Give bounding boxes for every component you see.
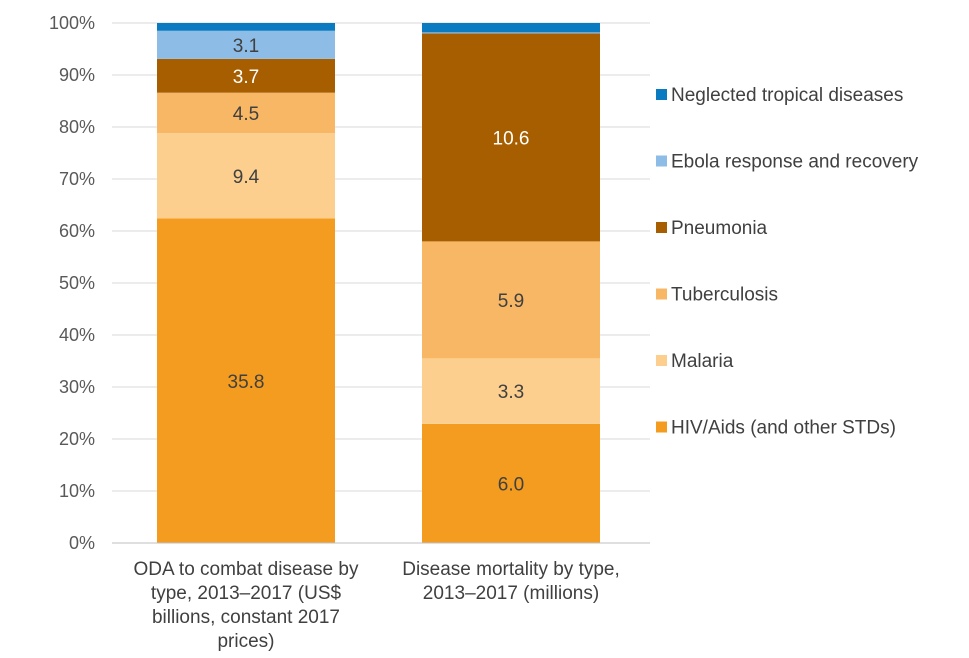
y-tick-label: 50% — [59, 273, 95, 293]
data-label: 6.0 — [498, 474, 524, 495]
x-axis-category-labels: ODA to combat disease by type, 2013–2017 … — [134, 559, 620, 652]
legend-swatch — [656, 355, 667, 366]
y-tick-label: 100% — [49, 13, 95, 33]
bars — [157, 23, 600, 543]
bar-segment — [422, 423, 600, 543]
legend-swatch — [656, 288, 667, 300]
bar-segment — [422, 358, 600, 424]
legend-swatch — [656, 421, 667, 433]
x-category-label: Disease mortality by type, — [402, 559, 620, 580]
y-axis-tick-labels: 0% 10% 20% 30% 40% 50% 60% 70% 80% 90% 100% — [49, 13, 95, 553]
y-tick-label: 10% — [59, 481, 95, 501]
data-label: 9.4 — [233, 167, 260, 188]
legend-swatch — [656, 222, 667, 233]
legend: Neglected tropical diseases Ebola respons… — [656, 85, 919, 439]
y-tick-label: 70% — [59, 169, 95, 189]
legend-label: Malaria — [671, 351, 734, 372]
y-tick-label: 40% — [59, 325, 95, 345]
data-label: 10.6 — [493, 128, 530, 149]
data-label: 3.7 — [233, 67, 259, 88]
segment-labels: 35.8 9.4 4.5 3.7 3.1 6.0 3.3 5.9 10.6 — [228, 36, 530, 496]
data-label: 3.1 — [233, 36, 259, 57]
y-tick-label: 20% — [59, 429, 95, 449]
y-tick-label: 30% — [59, 377, 95, 397]
legend-label: Ebola response and recovery — [671, 152, 919, 173]
legend-label: Neglected tropical diseases — [671, 85, 903, 106]
bar-segment — [422, 32, 600, 34]
x-category-label: 2013–2017 (millions) — [423, 583, 599, 604]
legend-swatch — [656, 89, 667, 100]
bar-segment — [157, 30, 335, 59]
bar-segment — [157, 218, 335, 543]
data-label: 4.5 — [233, 104, 259, 125]
x-category-label: ODA to combat disease by — [134, 559, 359, 580]
legend-label: Tuberculosis — [671, 285, 778, 306]
x-category-label: billions, constant 2017 — [152, 607, 340, 628]
legend-swatch — [656, 155, 667, 167]
bar-segment — [157, 23, 335, 31]
bar-segment — [422, 33, 600, 242]
x-category-label: type, 2013–2017 (US$ — [151, 583, 342, 604]
bar-segment — [157, 58, 335, 93]
y-tick-label: 90% — [59, 65, 95, 85]
bar-segment — [157, 92, 335, 134]
y-tick-label: 80% — [59, 117, 95, 137]
bar-segment — [422, 241, 600, 359]
legend-label: HIV/Aids (and other STDs) — [671, 418, 896, 439]
x-category-label: prices) — [217, 631, 274, 652]
bar-segment — [157, 133, 335, 219]
y-tick-label: 0% — [69, 533, 95, 553]
data-label: 3.3 — [498, 382, 524, 403]
bar-segment — [422, 23, 600, 33]
legend-label: Pneumonia — [671, 218, 768, 239]
y-tick-label: 60% — [59, 221, 95, 241]
data-label: 5.9 — [498, 291, 524, 312]
data-label: 35.8 — [228, 372, 265, 393]
